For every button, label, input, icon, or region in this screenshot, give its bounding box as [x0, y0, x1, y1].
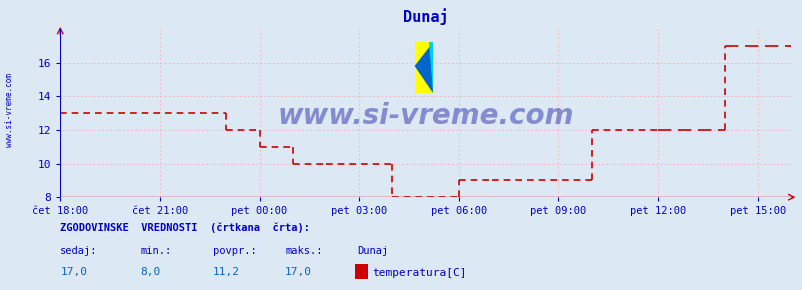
Text: min.:: min.:: [140, 246, 172, 256]
Polygon shape: [429, 42, 432, 93]
Bar: [414, 42, 432, 93]
Text: temperatura[C]: temperatura[C]: [371, 267, 466, 278]
Text: sedaj:: sedaj:: [60, 246, 98, 256]
Title: Dunaj: Dunaj: [403, 8, 448, 25]
Text: 17,0: 17,0: [60, 267, 87, 278]
Text: 11,2: 11,2: [213, 267, 240, 278]
Text: ZGODOVINSKE  VREDNOSTI  (črtkana  črta):: ZGODOVINSKE VREDNOSTI (črtkana črta):: [60, 222, 310, 233]
Text: 8,0: 8,0: [140, 267, 160, 278]
Text: Dunaj: Dunaj: [357, 246, 388, 256]
Polygon shape: [414, 42, 432, 93]
Text: maks.:: maks.:: [285, 246, 322, 256]
Text: www.si-vreme.com: www.si-vreme.com: [5, 73, 14, 147]
Text: povpr.:: povpr.:: [213, 246, 256, 256]
Text: www.si-vreme.com: www.si-vreme.com: [277, 102, 573, 130]
Text: 17,0: 17,0: [285, 267, 312, 278]
